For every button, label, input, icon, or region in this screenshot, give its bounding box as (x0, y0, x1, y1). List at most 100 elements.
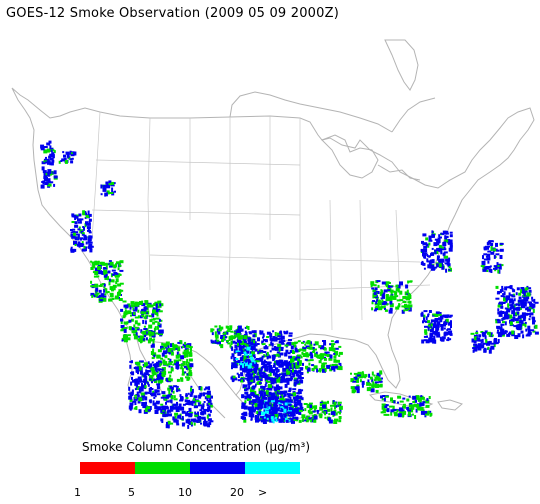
smoke-pixel-baja-california (200, 386, 203, 391)
smoke-pixel-california-coast (169, 374, 172, 378)
smoke-pixel-california-coast (121, 327, 126, 330)
smoke-pixel-mid-atlantic-coast (493, 248, 497, 252)
smoke-pixel-mid-atlantic-coast (484, 266, 487, 271)
smoke-pixel-gulf-of-mexico (297, 354, 301, 357)
smoke-pixel-gulf-of-mexico (312, 350, 314, 353)
smoke-pixel-california-coast (159, 303, 162, 307)
smoke-pixel-northern-mexico (245, 387, 249, 391)
smoke-pixel-pacific-northwest (41, 166, 45, 171)
smoke-pixel-gulf-of-mexico (333, 358, 337, 363)
smoke-pixel-baja-california (185, 419, 188, 424)
smoke-pixel-northern-mexico (248, 331, 252, 334)
smoke-pixel-yucatan-caribbean (235, 350, 240, 353)
smoke-pixel-northern-mexico (243, 418, 247, 423)
smoke-pixel-california-coast (177, 341, 181, 344)
smoke-pixel-texas-gulf-coast (229, 344, 232, 348)
smoke-pixel-northern-mexico (286, 377, 291, 381)
smoke-pixel-yucatan-caribbean (246, 346, 251, 351)
smoke-pixel-california-coast (123, 338, 128, 343)
smoke-pixel-northern-mexico (236, 372, 239, 375)
smoke-pixel-california-coast (146, 303, 151, 308)
smoke-pixel-california-coast (168, 363, 173, 366)
smoke-pixel-gulf-of-mexico (318, 357, 321, 359)
smoke-pixel-pacific-northwest (74, 248, 77, 252)
smoke-pixel-western-atlantic (512, 305, 515, 309)
smoke-pixel-california-coast (177, 347, 181, 352)
smoke-pixel-florida (375, 308, 378, 311)
smoke-pixel-western-atlantic (512, 316, 515, 320)
smoke-pixel-western-atlantic (448, 315, 452, 318)
smoke-pixel-northern-mexico (292, 388, 297, 391)
smoke-pixel-california-coast (141, 315, 145, 317)
smoke-pixel-mid-atlantic-coast (481, 260, 486, 265)
smoke-pixel-mid-atlantic-coast (483, 258, 488, 261)
smoke-pixel-northern-mexico (279, 376, 282, 379)
smoke-pixel-california-coast (120, 329, 125, 332)
smoke-pixel-northern-mexico (262, 333, 265, 338)
smoke-pixel-florida (371, 384, 375, 389)
smoke-pixel-western-atlantic (532, 330, 536, 333)
smoke-pixel-northern-mexico (292, 409, 297, 413)
smoke-pixel-california-coast (144, 301, 149, 305)
smoke-pixel-western-atlantic (520, 287, 525, 290)
smoke-pixel-gulf-of-mexico (311, 368, 315, 371)
smoke-pixel-california-coast (144, 300, 149, 303)
smoke-pixel-baja-california (194, 414, 199, 417)
smoke-pixel-florida (408, 300, 412, 304)
smoke-pixel-california-coast (114, 295, 119, 300)
smoke-pixel-gulf-of-mexico (329, 364, 332, 368)
smoke-pixel-mid-atlantic-coast (493, 254, 496, 259)
smoke-pixel-mid-atlantic-coast (483, 253, 488, 256)
smoke-pixel-mid-atlantic-coast (440, 232, 443, 235)
smoke-pixel-northern-mexico (284, 344, 289, 347)
smoke-pixel-northern-mexico (242, 395, 246, 398)
smoke-pixel-california-coast (157, 323, 161, 326)
smoke-pixel-baja-california (180, 406, 185, 411)
smoke-pixel-western-atlantic (512, 293, 515, 297)
smoke-pixel-california-coast (144, 320, 147, 325)
smoke-pixel-florida (377, 284, 380, 288)
smoke-pixel-northern-mexico (298, 388, 302, 391)
smoke-pixel-western-atlantic (521, 291, 525, 294)
smoke-pixel-gulf-of-mexico (315, 351, 318, 355)
smoke-pixel-northern-mexico (247, 406, 252, 411)
smoke-pixel-yucatan-caribbean (246, 350, 250, 354)
legend-tick-greater: > (258, 486, 268, 499)
smoke-pixel-baja-california (135, 386, 140, 390)
smoke-pixel-california-coast (115, 261, 120, 265)
smoke-pixel-baja-california (170, 399, 173, 404)
smoke-pixel-florida (379, 372, 383, 375)
smoke-pixel-pacific-northwest (50, 150, 53, 153)
smoke-pixel-northern-mexico (247, 376, 251, 381)
smoke-pixel-gulf-of-mexico (292, 356, 296, 359)
smoke-pixel-baja-california (160, 409, 163, 413)
smoke-pixel-northern-mexico (266, 336, 270, 338)
smoke-pixel-western-atlantic (528, 289, 532, 293)
smoke-pixel-pacific-northwest (49, 170, 52, 175)
smoke-pixel-baja-california (204, 418, 206, 423)
smoke-pixel-gulf-of-mexico (297, 361, 300, 366)
smoke-pixel-northern-mexico (237, 330, 241, 335)
smoke-pixel-gulf-of-mexico (305, 341, 309, 344)
smoke-pixel-california-coast (137, 322, 141, 326)
smoke-pixel-northern-mexico (260, 374, 264, 377)
smoke-pixel-baja-california (167, 387, 172, 391)
smoke-pixel-california-coast (187, 366, 191, 371)
smoke-pixel-gulf-of-mexico (323, 341, 327, 346)
smoke-pixel-california-coast (152, 374, 155, 377)
smoke-pixel-florida (389, 300, 393, 305)
smoke-pixel-baja-california (204, 392, 209, 395)
smoke-pixel-pacific-northwest (83, 245, 86, 249)
smoke-pixel-western-atlantic (520, 289, 523, 294)
smoke-pixel-california-coast (156, 313, 159, 317)
smoke-pixel-california-coast (180, 363, 183, 368)
smoke-pixel-western-atlantic (432, 323, 435, 326)
smoke-pixel-baja-california (190, 400, 195, 403)
smoke-pixel-baja-california (140, 380, 145, 383)
smoke-pixel-northern-mexico (272, 336, 276, 341)
smoke-pixel-florida (385, 301, 388, 305)
smoke-pixel-western-atlantic (517, 303, 521, 307)
smoke-pixel-florida (397, 305, 401, 308)
smoke-pixel-yucatan-caribbean (266, 417, 269, 420)
smoke-pixel-baja-california (165, 406, 169, 410)
